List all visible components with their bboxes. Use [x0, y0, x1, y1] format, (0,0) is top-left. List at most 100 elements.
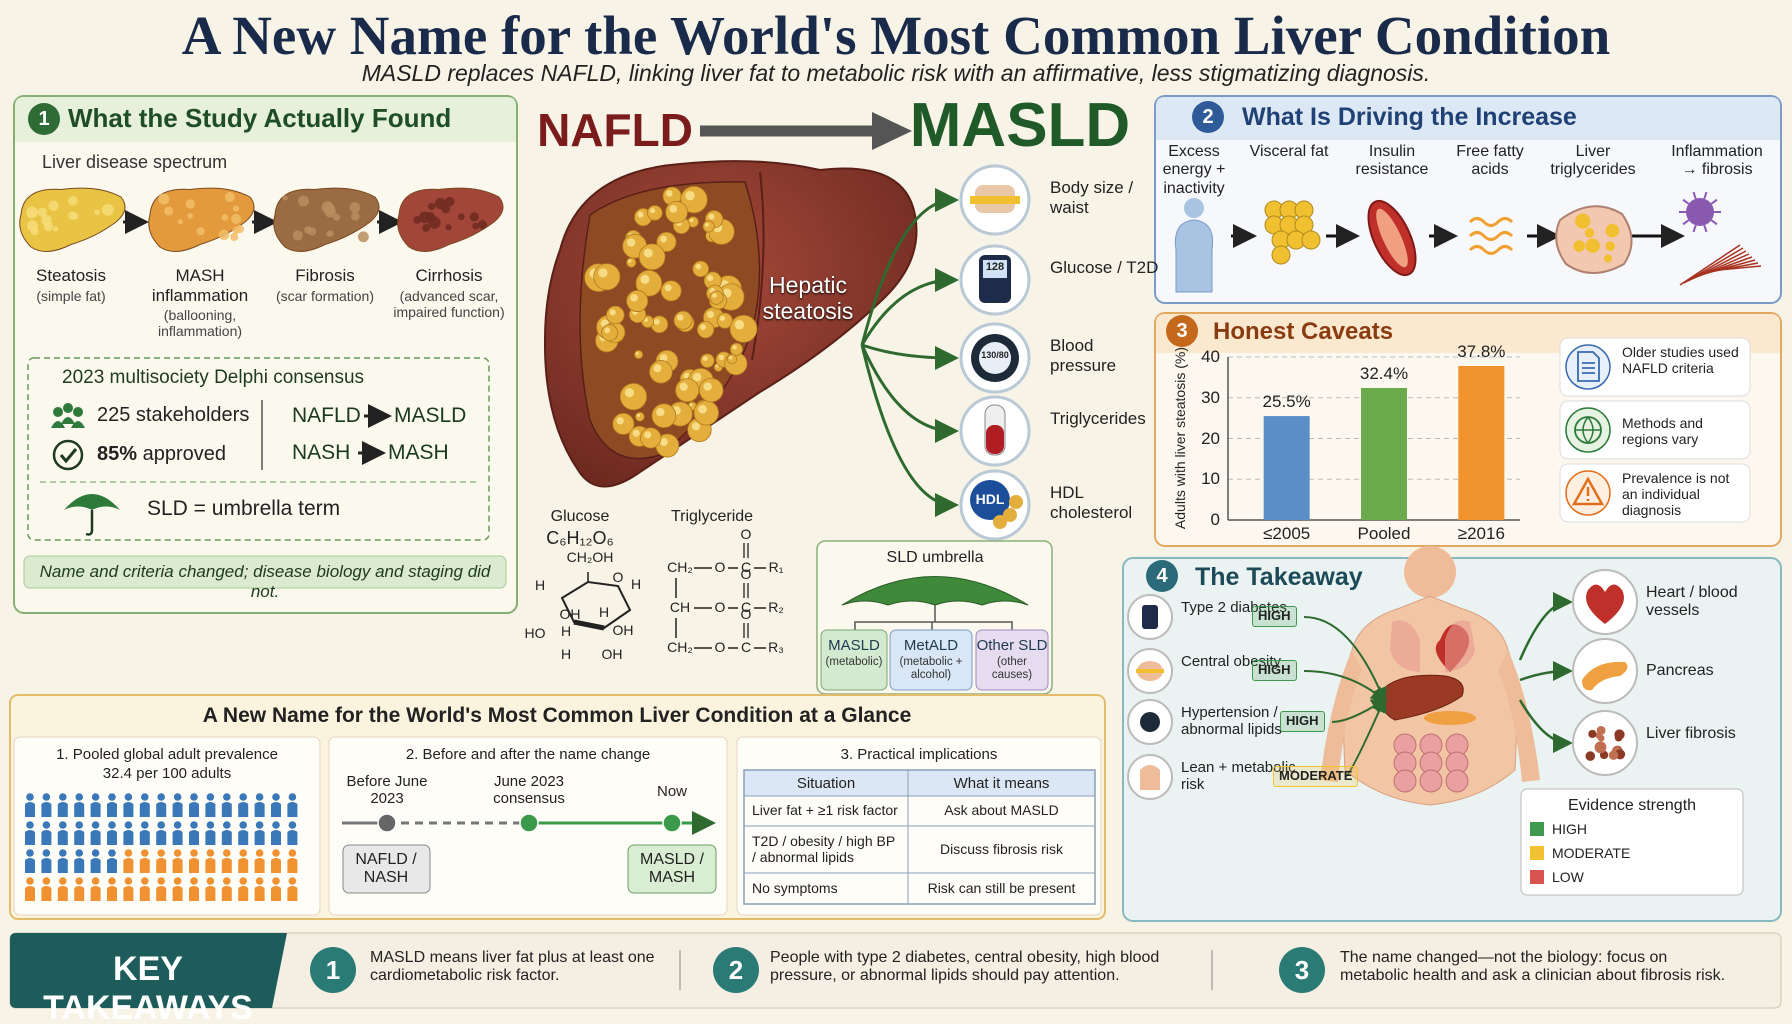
key-text: MASLD means liver fat plus at least one … [370, 949, 655, 985]
liver-texture [298, 195, 309, 207]
evidence-box [1520, 788, 1744, 896]
person-pictogram [239, 821, 247, 829]
person-pictogram [91, 877, 100, 885]
liver-stage-icon [273, 187, 380, 252]
stage-note: (scar formation) [275, 287, 375, 304]
fat-highlight [718, 354, 725, 360]
person-pictogram [59, 821, 67, 829]
person-pictogram [108, 793, 116, 801]
organ-icon [1572, 710, 1638, 776]
liver-stage-icon [19, 187, 126, 252]
person-pictogram [223, 793, 231, 801]
value-label: 25.5% [1262, 392, 1311, 412]
liver-texture [230, 232, 239, 242]
sld-type-note: (other causes) [991, 656, 1033, 682]
lipid-ball [1009, 495, 1023, 509]
atom: O [740, 526, 752, 542]
number: 3 [1176, 320, 1188, 342]
note-bar [23, 555, 507, 589]
fat-highlight [640, 274, 650, 284]
x-tick-label: ≥2016 [1457, 524, 1505, 543]
bar [1458, 365, 1505, 520]
fat-highlight [609, 309, 616, 316]
person-pictogram [57, 802, 68, 817]
bp-mini [1140, 712, 1160, 732]
hdl-icon [970, 480, 1010, 520]
caveat-text: Older studies used NAFLD criteria [1622, 344, 1739, 377]
person-pictogram [238, 830, 249, 845]
fibrosis-spot [1614, 733, 1623, 742]
lipid-droplet [1575, 213, 1591, 229]
lipid-ball [993, 515, 1007, 529]
immune-spike [1682, 198, 1690, 205]
liver-texture [418, 211, 431, 224]
liver-texture [427, 202, 436, 211]
person-pictogram [173, 793, 182, 801]
immune-spike [1710, 198, 1718, 205]
atom: CH₂ [667, 559, 693, 575]
person-pictogram [91, 849, 100, 857]
table-cell: T2D / obesity / high BP / abnormal lipid… [752, 832, 895, 865]
consensus-box [27, 357, 490, 541]
person-pictogram [107, 802, 117, 817]
person-pictogram [157, 849, 165, 857]
sld-type-box [820, 629, 888, 691]
lipid-droplet [1603, 254, 1613, 263]
liver-texture [327, 230, 334, 237]
fat-highlight [659, 438, 668, 447]
key-text: People with type 2 diabetes, central obe… [770, 949, 1160, 985]
person-pictogram [288, 849, 297, 857]
key-title: KEY TAKEAWAYS [43, 950, 253, 1024]
fat-highlight [708, 213, 715, 220]
liver-texture [185, 199, 195, 209]
fat-globule [606, 305, 625, 325]
person-pictogram [156, 802, 167, 817]
fat-highlight [632, 429, 640, 437]
person-pictogram [254, 802, 265, 817]
person-pictogram [172, 886, 183, 901]
fat-globule [640, 427, 662, 449]
person-pictogram [173, 849, 182, 857]
key-title-block [10, 933, 287, 1008]
atom: CH [669, 599, 691, 615]
evidence-level: LOW [1552, 869, 1584, 885]
organ-label: Pancreas [1646, 662, 1714, 679]
person-pictogram [57, 886, 68, 901]
value-label: 32.4% [1359, 363, 1409, 383]
person-pictogram [221, 802, 232, 817]
person-pictogram [156, 830, 167, 845]
person-pictogram [157, 877, 165, 885]
fat-highlight [685, 191, 695, 201]
fat-globule [696, 320, 715, 339]
rename-to: MASLD [394, 404, 467, 427]
person-pictogram [223, 849, 231, 857]
liver-organ [1380, 674, 1464, 721]
atom: O [740, 606, 752, 622]
y-tick-label: 40 [1201, 347, 1220, 366]
fat-highlight [677, 314, 684, 321]
liver-texture [37, 207, 47, 217]
liver-texture [472, 222, 480, 230]
liver-texture [94, 209, 100, 216]
person-pictogram [254, 830, 265, 845]
person-pictogram [25, 886, 35, 901]
person-pictogram [108, 877, 116, 885]
fat-highlight [695, 263, 702, 270]
person-pictogram [157, 821, 165, 829]
person-pictogram [41, 886, 52, 901]
atom: O [612, 569, 624, 585]
fat-globule [673, 310, 693, 330]
key-number: 2 [728, 955, 744, 985]
check-icon [59, 448, 78, 464]
sld-type-box [975, 629, 1049, 691]
person-pictogram [123, 830, 134, 845]
liver-texture [457, 213, 465, 221]
person-pictogram [173, 821, 182, 829]
sld-type-note: (metabolic) [825, 656, 883, 668]
liver-label: Hepatic steatosis [762, 272, 854, 325]
person-pictogram [173, 877, 182, 885]
fat-globule [709, 290, 724, 305]
fibrosis-spot [1588, 729, 1597, 739]
fat-globule [700, 353, 715, 368]
